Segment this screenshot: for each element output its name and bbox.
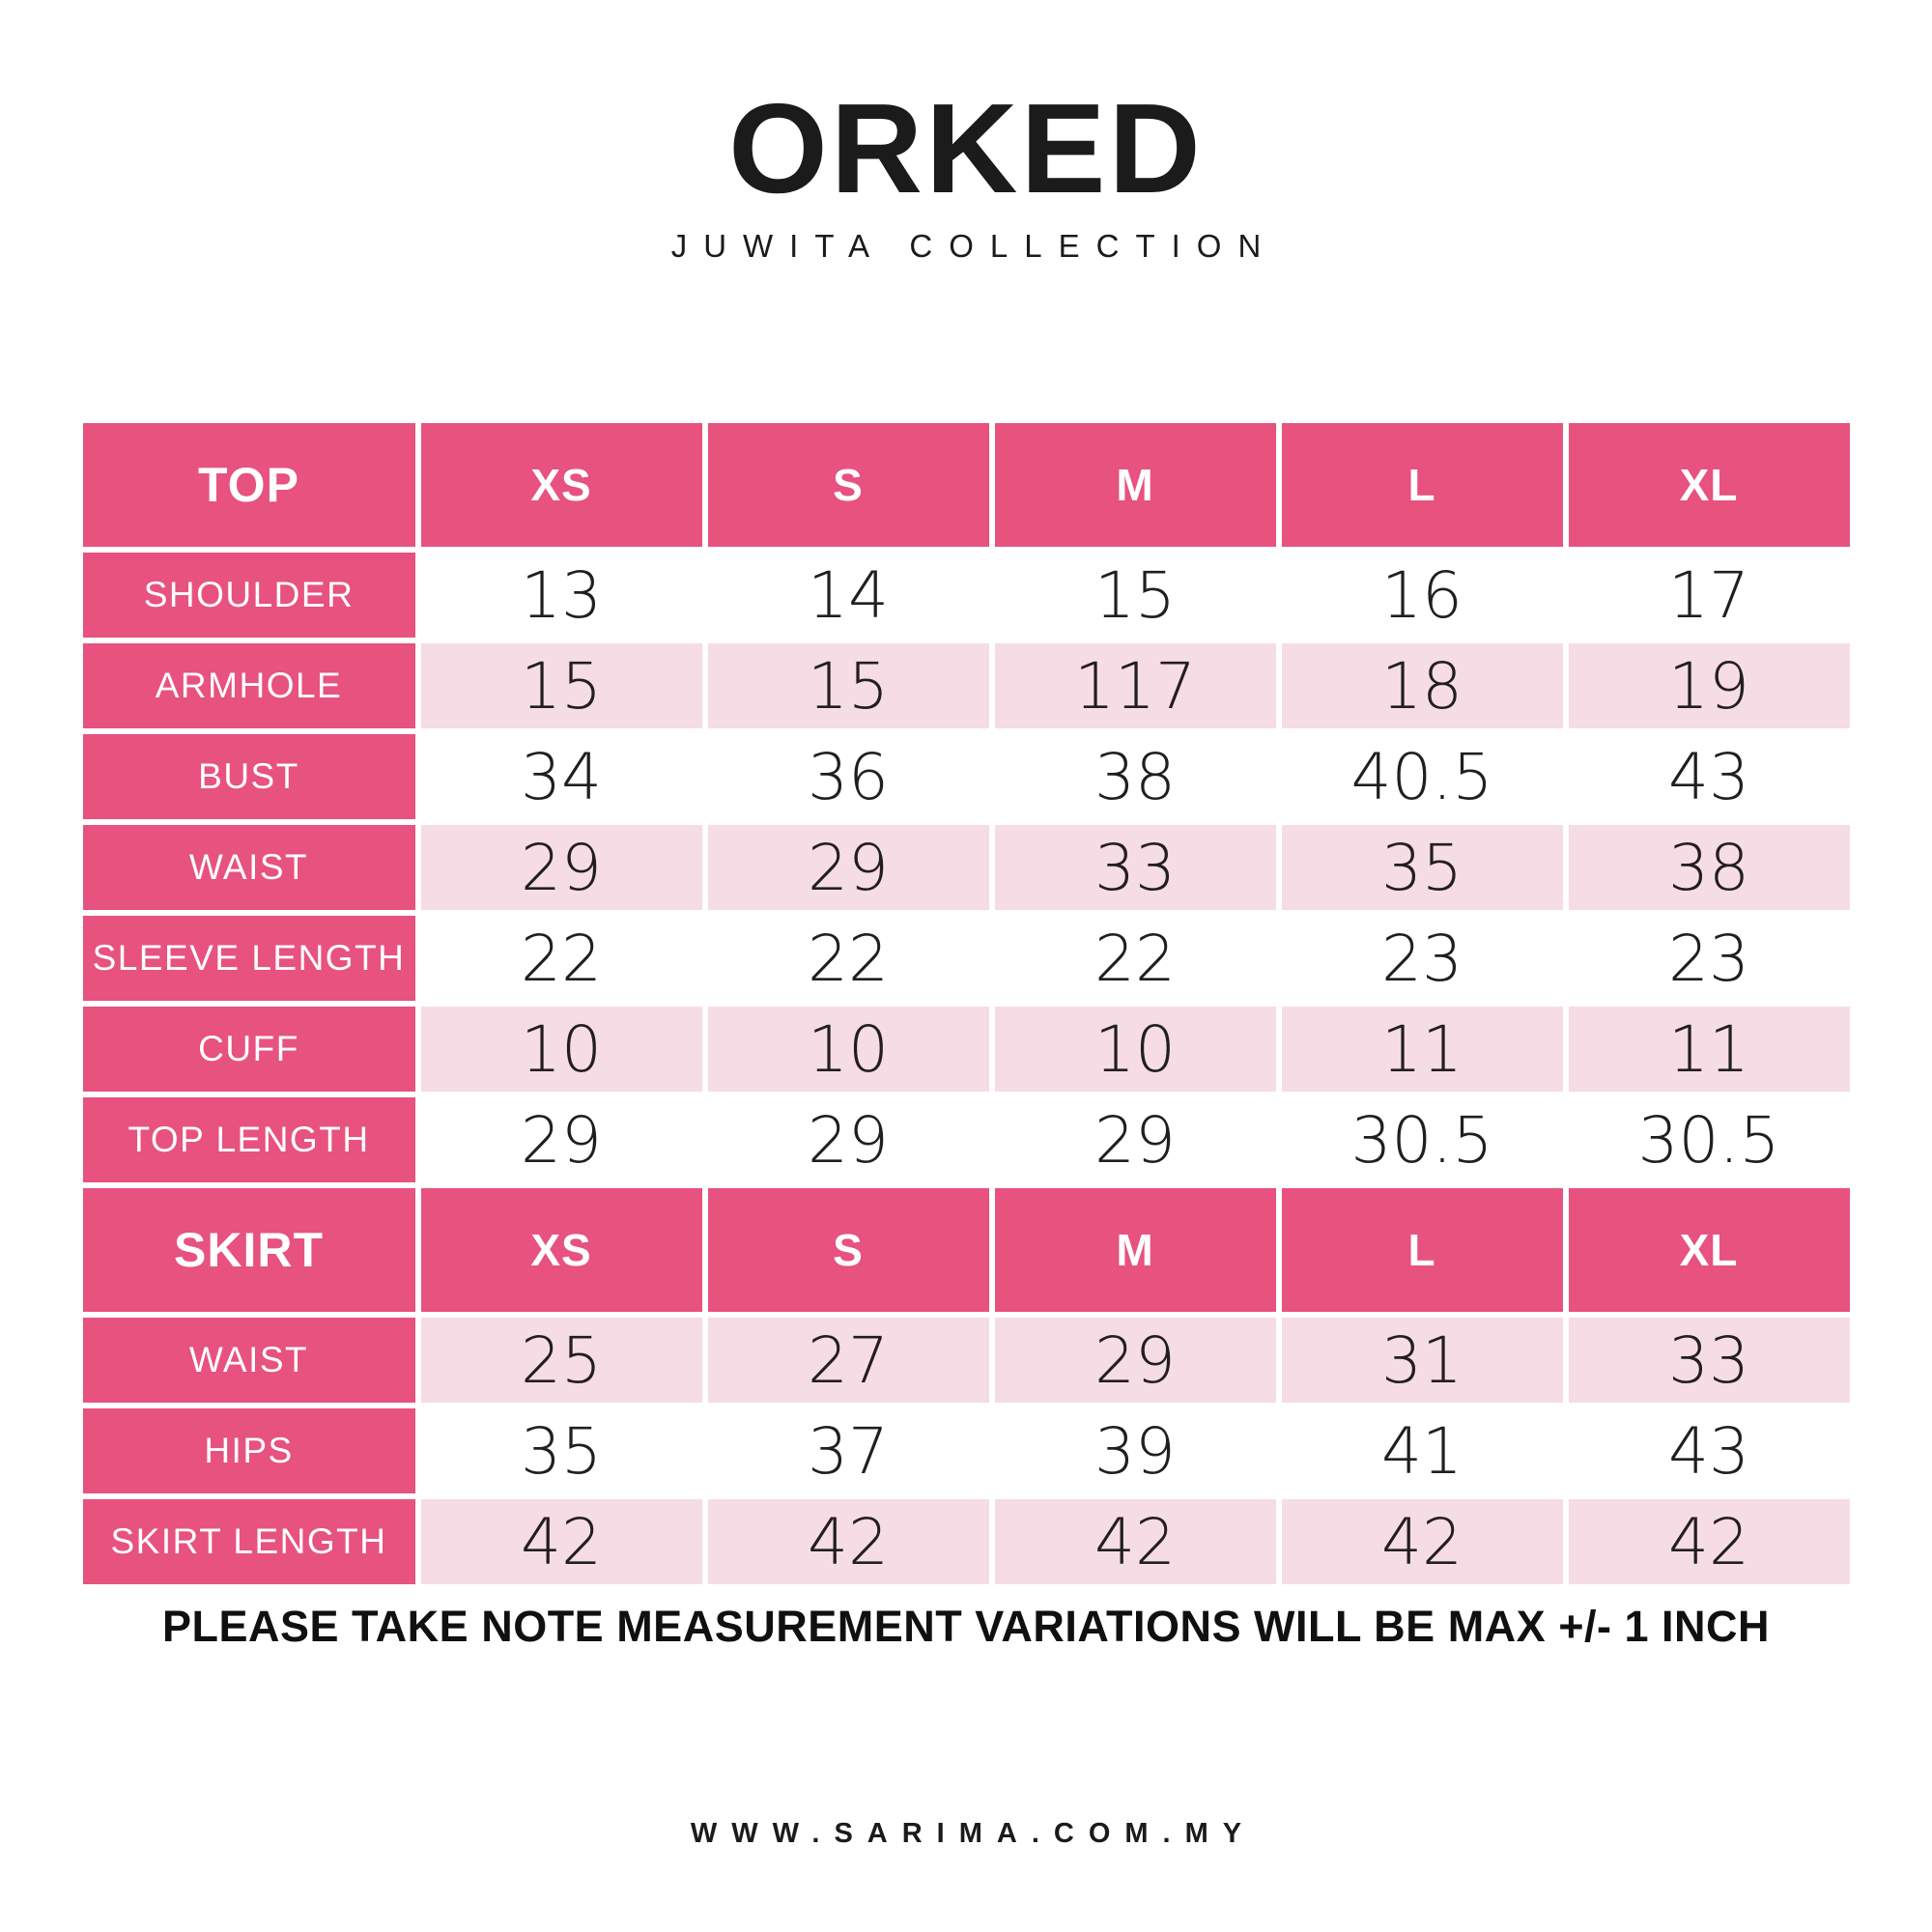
measurement-value-cell: 13 bbox=[420, 553, 702, 638]
measurement-label-cell: SLEEVE LENGTH bbox=[82, 916, 415, 1001]
measurement-value-cell: 22 bbox=[707, 916, 989, 1001]
measurement-value-cell: 25 bbox=[420, 1318, 702, 1403]
size-header-cell: S bbox=[707, 423, 989, 547]
measurement-value-cell: 11 bbox=[1281, 1007, 1563, 1092]
measurement-value-cell: 22 bbox=[994, 916, 1276, 1001]
measurement-row: WAIST 29 29 33 35 38 bbox=[82, 825, 1850, 910]
measurement-value-cell: 35 bbox=[1281, 825, 1563, 910]
measurement-row: SHOULDER 13 14 15 16 17 bbox=[82, 553, 1850, 638]
measurement-value-cell: 17 bbox=[1568, 553, 1850, 638]
size-chart-body: TOP XS S M L XL SHOULDER 13 14 15 16 17 ARMHOLE 15 15 1… bbox=[82, 423, 1850, 1584]
measurement-value-cell: 29 bbox=[994, 1318, 1276, 1403]
measurement-label-cell: SKIRT LENGTH bbox=[82, 1499, 415, 1584]
measurement-label-cell: WAIST bbox=[82, 825, 415, 910]
measurement-value-cell: 38 bbox=[994, 734, 1276, 819]
measurement-label-cell: ARMHOLE bbox=[82, 643, 415, 728]
measurement-value-cell: 39 bbox=[994, 1408, 1276, 1493]
measurement-value-cell: 22 bbox=[420, 916, 702, 1001]
size-header-cell: M bbox=[994, 423, 1276, 547]
section-header-row: TOP XS S M L XL bbox=[82, 423, 1850, 547]
measurement-value-cell: 42 bbox=[994, 1499, 1276, 1584]
measurement-row: BUST 34 36 38 40.5 43 bbox=[82, 734, 1850, 819]
size-header-cell: L bbox=[1281, 423, 1563, 547]
brand-header: ORKED JUWITA COLLECTION bbox=[0, 0, 1932, 265]
measurement-value-cell: 37 bbox=[707, 1408, 989, 1493]
measurement-value-cell: 42 bbox=[1281, 1499, 1563, 1584]
brand-title: ORKED bbox=[728, 77, 1204, 219]
measurement-value-cell: 29 bbox=[420, 1097, 702, 1182]
measurement-row: HIPS 35 37 39 41 43 bbox=[82, 1408, 1850, 1493]
measurement-value-cell: 42 bbox=[420, 1499, 702, 1584]
measurement-row: WAIST 25 27 29 31 33 bbox=[82, 1318, 1850, 1403]
measurement-value-cell: 14 bbox=[707, 553, 989, 638]
size-header-cell: S bbox=[707, 1188, 989, 1312]
measurement-value-cell: 31 bbox=[1281, 1318, 1563, 1403]
measurement-value-cell: 33 bbox=[994, 825, 1276, 910]
measurement-label-cell: BUST bbox=[82, 734, 415, 819]
measurement-value-cell: 18 bbox=[1281, 643, 1563, 728]
size-header-cell: M bbox=[994, 1188, 1276, 1312]
measurement-value-cell: 38 bbox=[1568, 825, 1850, 910]
measurement-value-cell: 35 bbox=[420, 1408, 702, 1493]
measurement-value-cell: 15 bbox=[994, 553, 1276, 638]
measurement-label-cell: SHOULDER bbox=[82, 553, 415, 638]
measurement-value-cell: 41 bbox=[1281, 1408, 1563, 1493]
measurement-value-cell: 29 bbox=[707, 825, 989, 910]
measurement-value-cell: 42 bbox=[707, 1499, 989, 1584]
measurement-value-cell: 29 bbox=[994, 1097, 1276, 1182]
measurement-label-cell: HIPS bbox=[82, 1408, 415, 1493]
measurement-row: TOP LENGTH 29 29 29 30.5 30.5 bbox=[82, 1097, 1850, 1182]
measurement-value-cell: 19 bbox=[1568, 643, 1850, 728]
size-header-cell: XL bbox=[1568, 423, 1850, 547]
measurement-row: SKIRT LENGTH 42 42 42 42 42 bbox=[82, 1499, 1850, 1584]
size-chart-table: TOP XS S M L XL SHOULDER 13 14 15 16 17 ARMHOLE 15 15 1… bbox=[77, 417, 1856, 1590]
brand-subtitle: JUWITA COLLECTION bbox=[670, 228, 1278, 264]
measurement-row: CUFF 10 10 10 11 11 bbox=[82, 1007, 1850, 1092]
measurement-label-cell: CUFF bbox=[82, 1007, 415, 1092]
measurement-value-cell: 29 bbox=[420, 825, 702, 910]
measurement-value-cell: 10 bbox=[994, 1007, 1276, 1092]
measurement-value-cell: 15 bbox=[420, 643, 702, 728]
measurement-value-cell: 23 bbox=[1568, 916, 1850, 1001]
section-title-cell: TOP bbox=[82, 423, 415, 547]
measurement-label-cell: TOP LENGTH bbox=[82, 1097, 415, 1182]
measurement-row: ARMHOLE 15 15 117 18 19 bbox=[82, 643, 1850, 728]
size-header-cell: XS bbox=[420, 1188, 702, 1312]
measurement-value-cell: 43 bbox=[1568, 734, 1850, 819]
measurement-value-cell: 30.5 bbox=[1281, 1097, 1563, 1182]
measurement-value-cell: 16 bbox=[1281, 553, 1563, 638]
measurement-label-cell: WAIST bbox=[82, 1318, 415, 1403]
website-url: WWW.SARIMA.COM.MY bbox=[690, 1818, 1257, 1849]
measurement-value-cell: 117 bbox=[994, 643, 1276, 728]
measurement-value-cell: 33 bbox=[1568, 1318, 1850, 1403]
size-header-cell: L bbox=[1281, 1188, 1563, 1312]
measurement-value-cell: 15 bbox=[707, 643, 989, 728]
measurement-value-cell: 36 bbox=[707, 734, 989, 819]
section-title-cell: SKIRT bbox=[82, 1188, 415, 1312]
measurement-value-cell: 23 bbox=[1281, 916, 1563, 1001]
measurement-value-cell: 29 bbox=[707, 1097, 989, 1182]
measurement-value-cell: 43 bbox=[1568, 1408, 1850, 1493]
section-header-row: SKIRT XS S M L XL bbox=[82, 1188, 1850, 1312]
measurement-row: SLEEVE LENGTH 22 22 22 23 23 bbox=[82, 916, 1850, 1001]
measurement-value-cell: 34 bbox=[420, 734, 702, 819]
size-header-cell: XL bbox=[1568, 1188, 1850, 1312]
size-header-cell: XS bbox=[420, 423, 702, 547]
measurement-value-cell: 40.5 bbox=[1281, 734, 1563, 819]
measurement-value-cell: 27 bbox=[707, 1318, 989, 1403]
measurement-value-cell: 10 bbox=[420, 1007, 702, 1092]
measurement-value-cell: 42 bbox=[1568, 1499, 1850, 1584]
measurement-value-cell: 30.5 bbox=[1568, 1097, 1850, 1182]
measurement-value-cell: 10 bbox=[707, 1007, 989, 1092]
measurement-value-cell: 11 bbox=[1568, 1007, 1850, 1092]
measurement-note: PLEASE TAKE NOTE MEASUREMENT VARIATIONS … bbox=[161, 1602, 1770, 1651]
